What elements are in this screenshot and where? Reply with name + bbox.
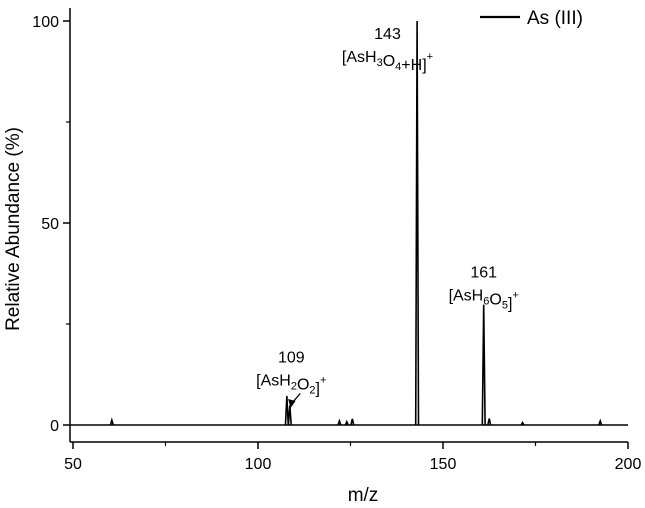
spectrum-peak [520,420,525,426]
peak-formula-label: [AsH2O2]+ [256,372,326,397]
annotation-arrowhead [288,399,296,409]
peak-formula-label: [AsH6O5]+ [449,288,519,313]
peak-mz-label: 109 [278,349,305,366]
spectrum-peak [109,417,115,426]
peak-mz-label: 161 [470,265,497,282]
peak-mz-label: 143 [374,26,401,43]
legend-label: As (III) [527,8,583,29]
x-tick-label: 50 [64,456,82,473]
spectrum-peak [337,418,342,426]
peak-formula-label: [AsH3O4+H]+ [342,49,433,74]
y-tick-label: 0 [50,418,59,435]
y-tick-label: 100 [32,14,59,31]
spectrum-peak [598,418,603,426]
peak-annotations: 109 [AsH2O2]+ 143 [AsH3O4+H]+ 161 [AsH6O5]+ [256,26,519,409]
x-tick-label: 100 [245,456,272,473]
legend: As (III) [480,8,583,29]
spectrum-peak [481,304,486,426]
y-axis-label: Relative Abundance (%) [3,127,24,331]
spectrum-peak [344,419,349,426]
plot-area [70,20,628,426]
x-tick-label: 150 [430,456,457,473]
spectrum-peak [487,418,492,426]
x-tick-label: 200 [615,456,642,473]
spectrum-peak [414,20,420,426]
spectrum-peak [284,395,290,426]
spectrum-peak [287,405,293,426]
axes: 50 100 150 200 0 50 100 [32,8,641,473]
spectrum-peak [350,418,355,426]
x-axis-label: m/z [348,485,379,506]
y-tick-label: 50 [41,216,59,233]
